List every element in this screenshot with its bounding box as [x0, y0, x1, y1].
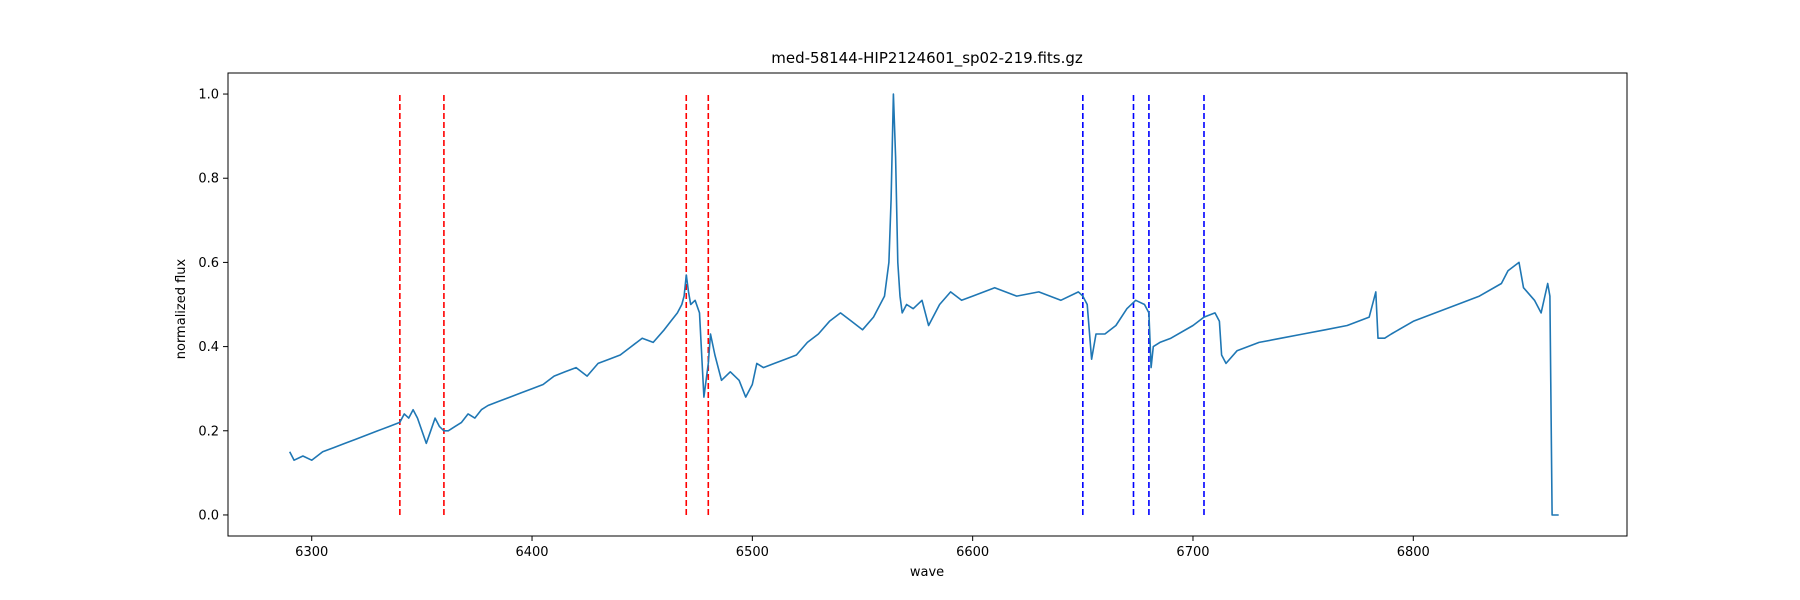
axis-ticks: 6300 6400 6500 6600 6700 6800 0.0 0.2 0.4 0.6 0.8 1… — [198, 88, 1430, 560]
x-tick-label-6500: 6500 — [736, 545, 769, 560]
x-tick-label-6800: 6800 — [1397, 545, 1430, 560]
x-tick-label-6300: 6300 — [295, 545, 328, 560]
plot-marks — [288, 93, 1559, 516]
x-tick-label-6400: 6400 — [515, 545, 548, 560]
y-axis-label: normalized flux — [174, 258, 189, 359]
chart-title: med-58144-HIP2124601_sp02-219.fits.gz — [771, 49, 1083, 68]
plot-frame — [227, 72, 1628, 537]
x-tick-label-6700: 6700 — [1176, 545, 1209, 560]
spectrum-line-1 — [288, 93, 1559, 516]
x-tick-label-6600: 6600 — [956, 545, 989, 560]
y-tick-label-3: 0.6 — [198, 256, 219, 271]
y-tick-label-4: 0.8 — [198, 172, 219, 187]
x-axis-label: wave — [910, 565, 944, 580]
y-tick-label-1: 0.2 — [198, 424, 219, 439]
y-tick-label-2: 0.4 — [198, 340, 219, 355]
y-tick-label-0: 0.0 — [198, 508, 219, 523]
y-tick-label-5: 1.0 — [198, 88, 219, 103]
